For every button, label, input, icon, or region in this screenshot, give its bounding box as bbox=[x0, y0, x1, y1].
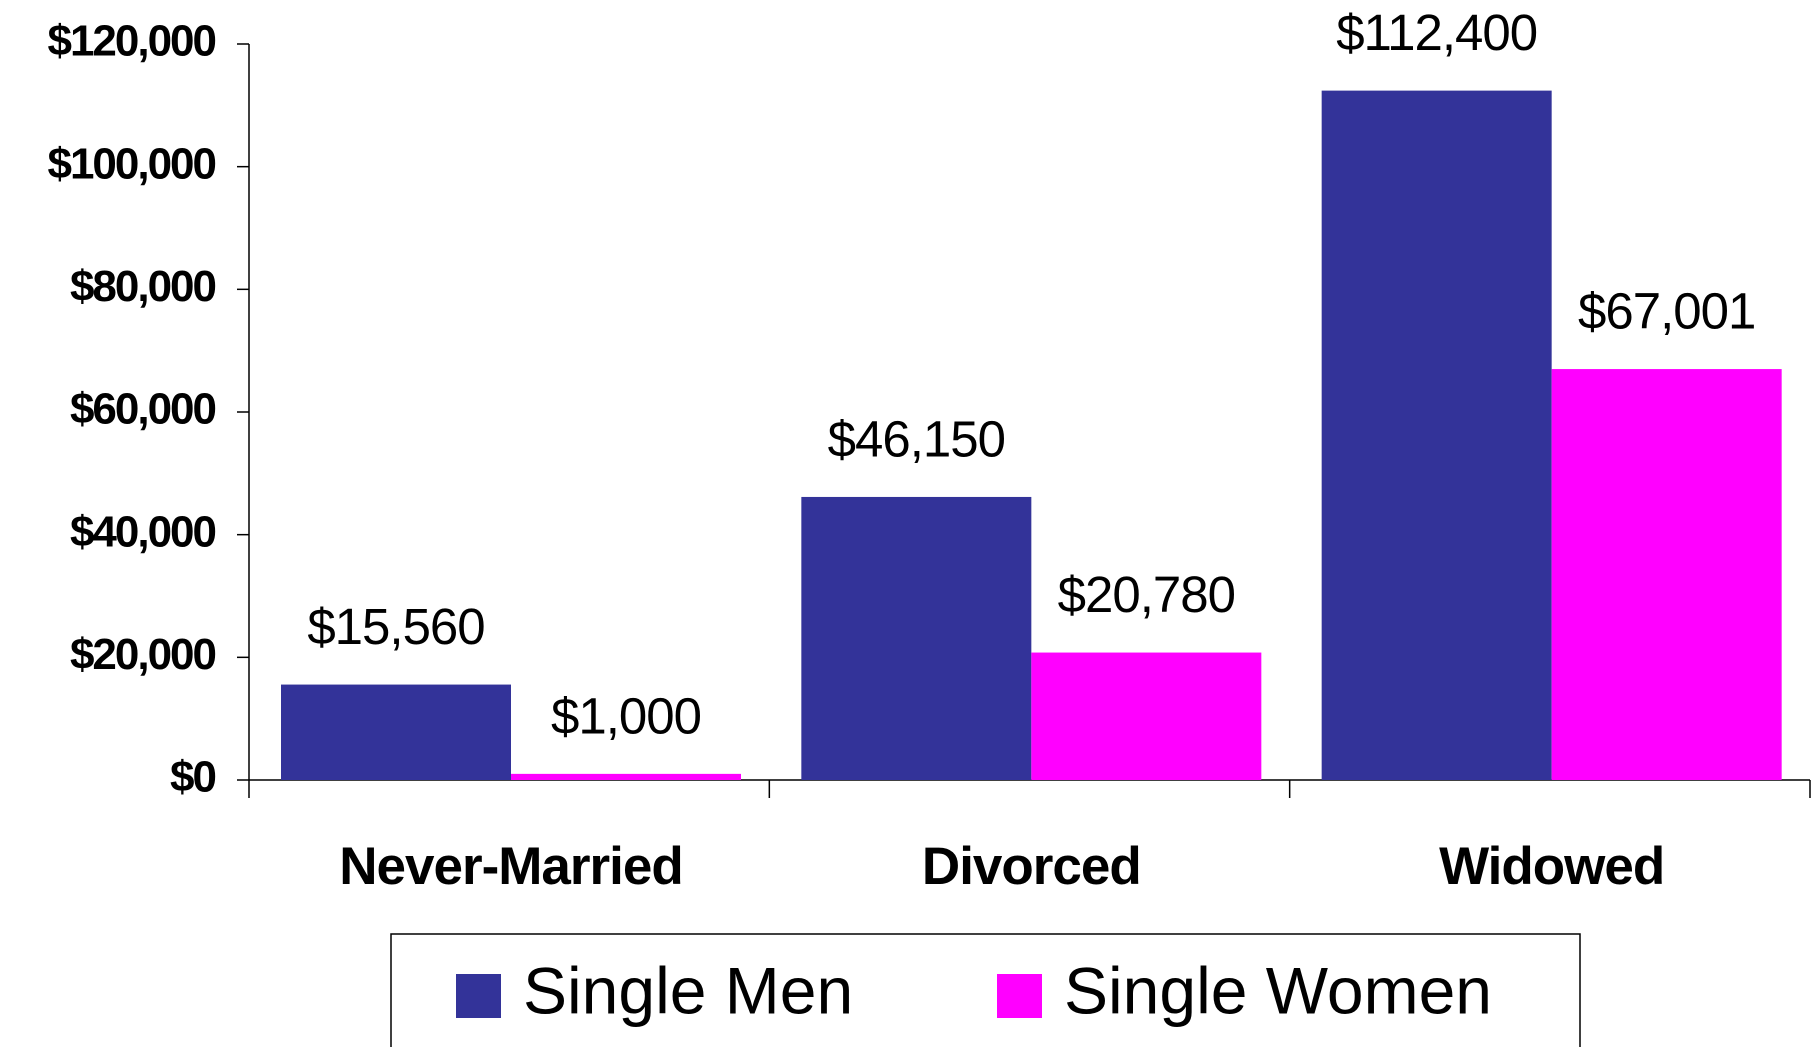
bar bbox=[281, 684, 511, 780]
value-label: $67,001 bbox=[1578, 283, 1755, 340]
legend-label: Single Women bbox=[1064, 953, 1492, 1027]
x-tick-label: Widowed bbox=[1439, 837, 1664, 896]
bar bbox=[511, 773, 741, 780]
y-tick-label: $80,000 bbox=[70, 262, 216, 311]
x-tick-label: Never-Married bbox=[339, 837, 682, 896]
legend-label: Single Men bbox=[523, 953, 853, 1027]
bar bbox=[1031, 652, 1262, 780]
bar bbox=[1321, 90, 1552, 780]
bar bbox=[1551, 369, 1782, 780]
y-tick-label: $120,000 bbox=[47, 17, 215, 66]
y-tick-label: $40,000 bbox=[70, 507, 216, 556]
value-label: $46,150 bbox=[828, 410, 1005, 467]
legend-box bbox=[390, 933, 1581, 1047]
value-label: $112,400 bbox=[1336, 4, 1537, 61]
value-label: $20,780 bbox=[1058, 566, 1235, 623]
y-tick-label: $100,000 bbox=[47, 139, 215, 188]
y-tick-label: $60,000 bbox=[70, 385, 216, 434]
y-tick-label: $0 bbox=[170, 753, 215, 802]
bar bbox=[801, 496, 1032, 780]
x-tick-label: Divorced bbox=[922, 837, 1141, 896]
value-label: $1,000 bbox=[551, 687, 701, 744]
y-tick-label: $20,000 bbox=[70, 630, 216, 679]
legend-swatch bbox=[997, 974, 1042, 1018]
value-label: $15,560 bbox=[307, 598, 484, 655]
legend-swatch bbox=[456, 974, 501, 1018]
